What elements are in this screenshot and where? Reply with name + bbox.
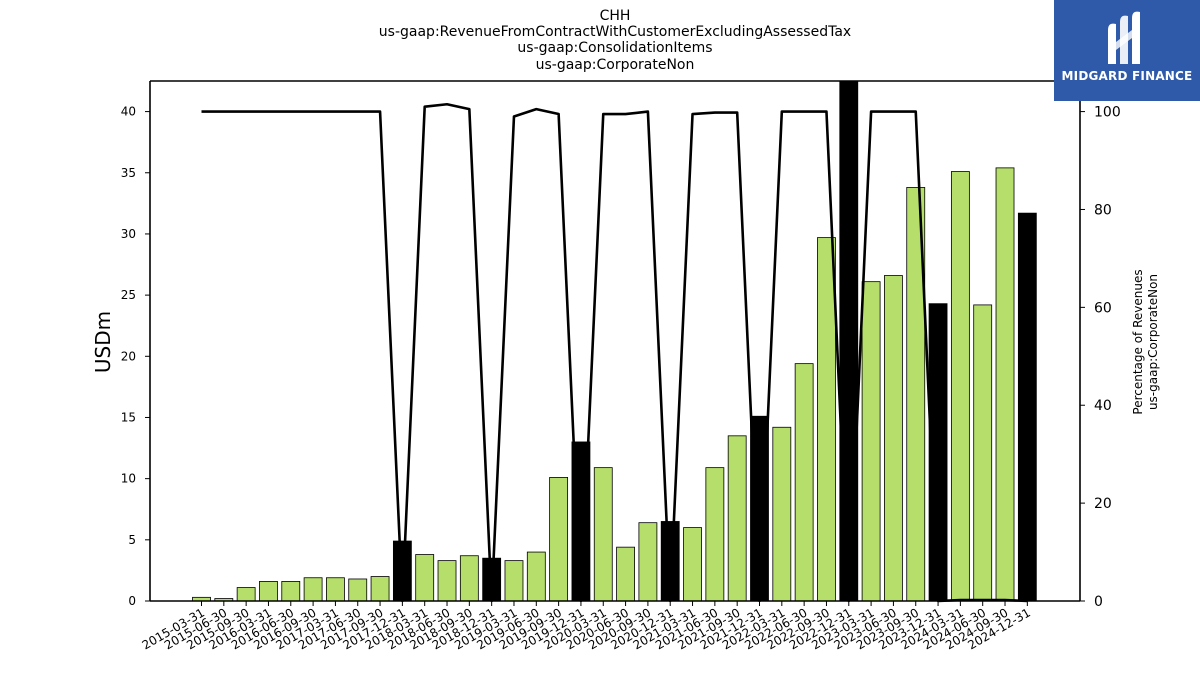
- title-line-3: us-gaap:ConsolidationItems: [517, 40, 712, 56]
- bar-quarter: [705, 467, 725, 602]
- y-tick-label: 25: [121, 288, 136, 302]
- bar-quarter: [259, 581, 278, 602]
- logo: MIDGARD FINANCE: [1054, 0, 1200, 101]
- y-tick-label: 35: [121, 166, 136, 180]
- bar-quarter: [973, 304, 993, 602]
- bar-quarter: [593, 467, 613, 602]
- y2-tick-label: 40: [1094, 398, 1112, 414]
- bar-quarter: [950, 171, 970, 602]
- bar-quarter: [884, 275, 903, 602]
- y-tick-label: 30: [121, 227, 136, 241]
- bar-quarter: [727, 435, 747, 602]
- bar-quarter: [326, 577, 345, 602]
- bar-quarter: [817, 237, 836, 602]
- y-tick-label: 15: [121, 410, 136, 424]
- bar-quarter: [616, 546, 635, 602]
- y-tick-label: 20: [121, 349, 136, 363]
- percentage-line: [201, 102, 1028, 603]
- bar-quarter: [638, 522, 658, 602]
- y-tick-label: 0: [128, 594, 136, 608]
- y2-axis-label: Percentage of Revenues us-gaap:Corporate…: [1131, 269, 1160, 414]
- bar-quarter: [772, 426, 792, 602]
- bar-quarter: [415, 554, 435, 602]
- bar-quarter: [549, 477, 569, 602]
- y2-tick-label: 80: [1094, 202, 1112, 218]
- y-tick-label: 10: [121, 472, 136, 486]
- y2-tick-label: 20: [1094, 496, 1112, 512]
- percentage-line-series: [201, 102, 1028, 603]
- bar-annual: [839, 80, 859, 602]
- bar-annual: [1017, 212, 1037, 602]
- bar-quarter: [861, 281, 881, 602]
- title-line-4: us-gaap:CorporateNon: [536, 57, 695, 73]
- y2-tick-label: 60: [1094, 300, 1112, 316]
- y2-tick-label: 0: [1094, 594, 1103, 610]
- bar-quarter: [504, 560, 524, 602]
- bar-quarter: [526, 551, 546, 602]
- y-tick-label: 5: [128, 533, 136, 547]
- bar-quarter: [236, 587, 256, 602]
- bar-quarter: [459, 555, 479, 602]
- bar-series: [192, 80, 1037, 602]
- title-line-2: us-gaap:RevenueFromContractWithCustomerE…: [379, 24, 851, 40]
- bar-quarter: [370, 576, 390, 602]
- bar-quarter: [794, 363, 814, 602]
- y-tick-label: 40: [121, 105, 136, 119]
- bar-quarter: [995, 167, 1015, 602]
- tick-labels: 05101520253035400204060801002015-03-3120…: [121, 105, 1121, 653]
- title-line-1: CHH: [600, 8, 631, 24]
- bar-quarter: [348, 578, 368, 602]
- chart-title: CHH us-gaap:RevenueFromContractWithCusto…: [379, 8, 851, 73]
- y2-tick-label: 100: [1094, 105, 1121, 121]
- bar-quarter: [303, 577, 323, 602]
- y-axis-label: USDm: [91, 311, 115, 373]
- bar-quarter: [281, 581, 301, 602]
- axes: [149, 80, 1081, 602]
- bar-quarter: [437, 560, 457, 602]
- y2-axis-label-line-2: us-gaap:CorporateNon: [1146, 274, 1160, 410]
- midgard-logo-icon: [1108, 11, 1140, 65]
- logo-text: MIDGARD FINANCE: [1061, 69, 1193, 83]
- bar-quarter: [683, 527, 702, 602]
- y2-axis-label-line-1: Percentage of Revenues: [1131, 269, 1145, 414]
